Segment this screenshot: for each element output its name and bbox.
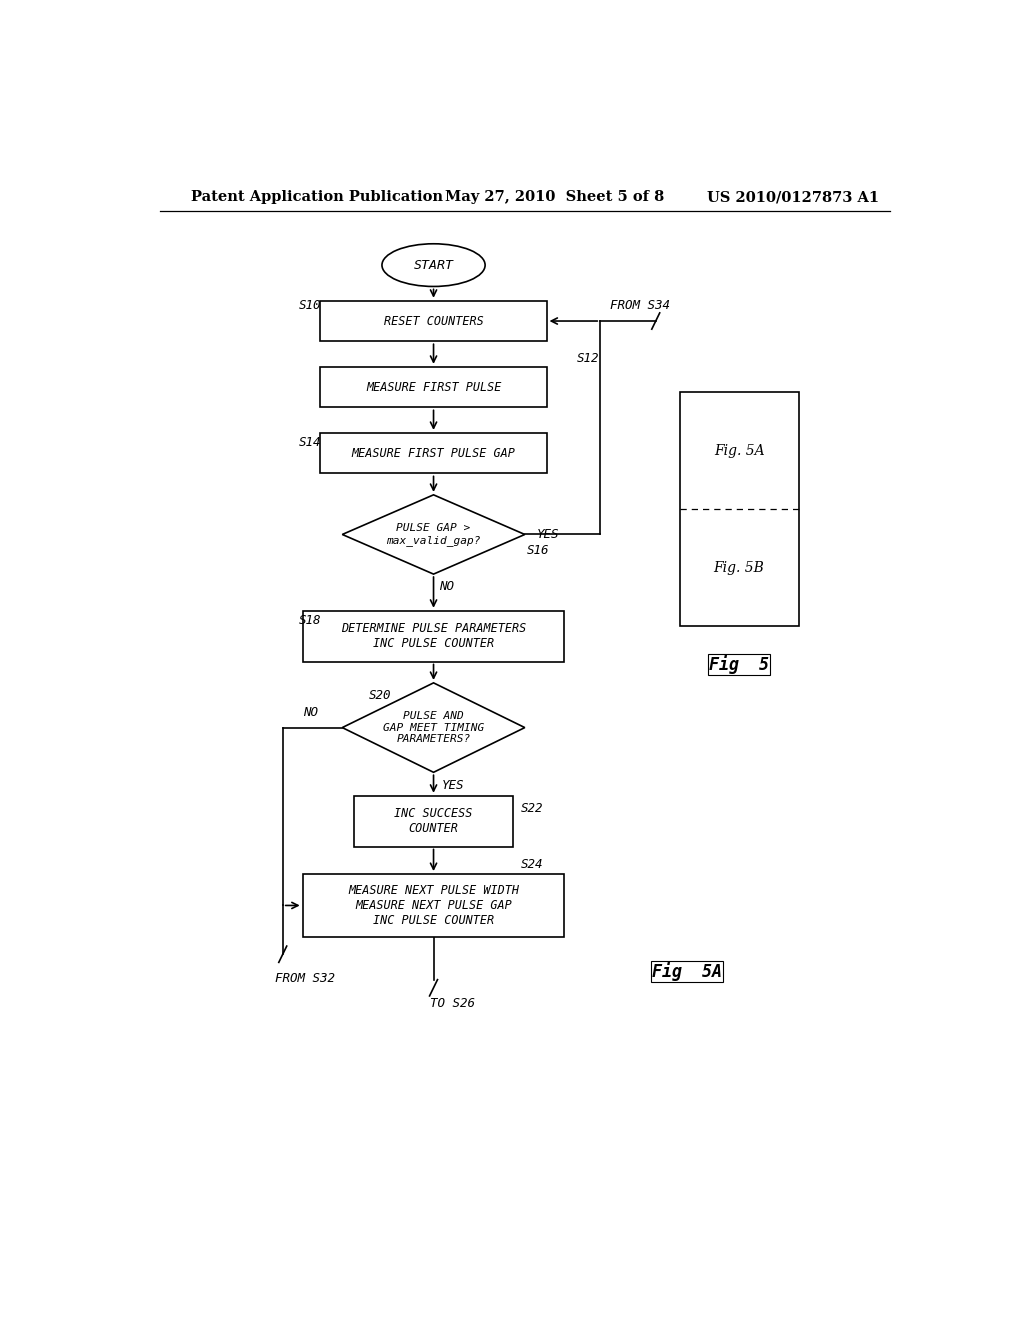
Text: Fig. 5B: Fig. 5B (714, 561, 765, 574)
Text: INC SUCCESS
COUNTER: INC SUCCESS COUNTER (394, 807, 473, 836)
Text: PULSE AND
GAP MEET TIMING
PARAMETERS?: PULSE AND GAP MEET TIMING PARAMETERS? (383, 711, 484, 744)
Text: US 2010/0127873 A1: US 2010/0127873 A1 (708, 190, 880, 205)
Text: NO: NO (303, 706, 317, 719)
Text: Patent Application Publication: Patent Application Publication (191, 190, 443, 205)
Text: DETERMINE PULSE PARAMETERS
INC PULSE COUNTER: DETERMINE PULSE PARAMETERS INC PULSE COU… (341, 622, 526, 651)
Text: S10: S10 (299, 300, 322, 313)
FancyBboxPatch shape (354, 796, 513, 846)
Text: S16: S16 (527, 544, 550, 557)
Text: PULSE GAP >
max_valid_gap?: PULSE GAP > max_valid_gap? (386, 523, 481, 545)
Text: May 27, 2010  Sheet 5 of 8: May 27, 2010 Sheet 5 of 8 (445, 190, 665, 205)
Text: S12: S12 (577, 352, 599, 366)
Text: S22: S22 (521, 803, 544, 816)
Polygon shape (342, 495, 524, 574)
FancyBboxPatch shape (303, 611, 564, 661)
Text: RESET COUNTERS: RESET COUNTERS (384, 314, 483, 327)
Text: Fig  5A: Fig 5A (652, 962, 722, 981)
Text: MEASURE FIRST PULSE: MEASURE FIRST PULSE (366, 380, 501, 393)
Text: MEASURE NEXT PULSE WIDTH
MEASURE NEXT PULSE GAP
INC PULSE COUNTER: MEASURE NEXT PULSE WIDTH MEASURE NEXT PU… (348, 884, 519, 927)
Text: YES: YES (537, 528, 559, 541)
Text: Fig. 5A: Fig. 5A (714, 444, 764, 458)
FancyBboxPatch shape (680, 392, 799, 626)
Ellipse shape (382, 244, 485, 286)
Polygon shape (342, 682, 524, 772)
FancyBboxPatch shape (321, 301, 547, 342)
FancyBboxPatch shape (321, 367, 547, 408)
Text: NO: NO (439, 579, 454, 593)
Text: START: START (414, 259, 454, 272)
FancyBboxPatch shape (303, 874, 564, 937)
Text: TO S26: TO S26 (430, 997, 474, 1010)
Text: FROM S34: FROM S34 (609, 300, 670, 313)
Text: S20: S20 (369, 689, 391, 701)
Text: Fig  5: Fig 5 (709, 655, 769, 675)
Text: S24: S24 (521, 858, 544, 871)
Text: S18: S18 (299, 614, 322, 627)
Text: S14: S14 (299, 437, 322, 450)
Text: YES: YES (441, 779, 464, 792)
Text: MEASURE FIRST PULSE GAP: MEASURE FIRST PULSE GAP (351, 446, 515, 459)
Text: FROM S32: FROM S32 (274, 972, 335, 985)
FancyBboxPatch shape (321, 433, 547, 474)
